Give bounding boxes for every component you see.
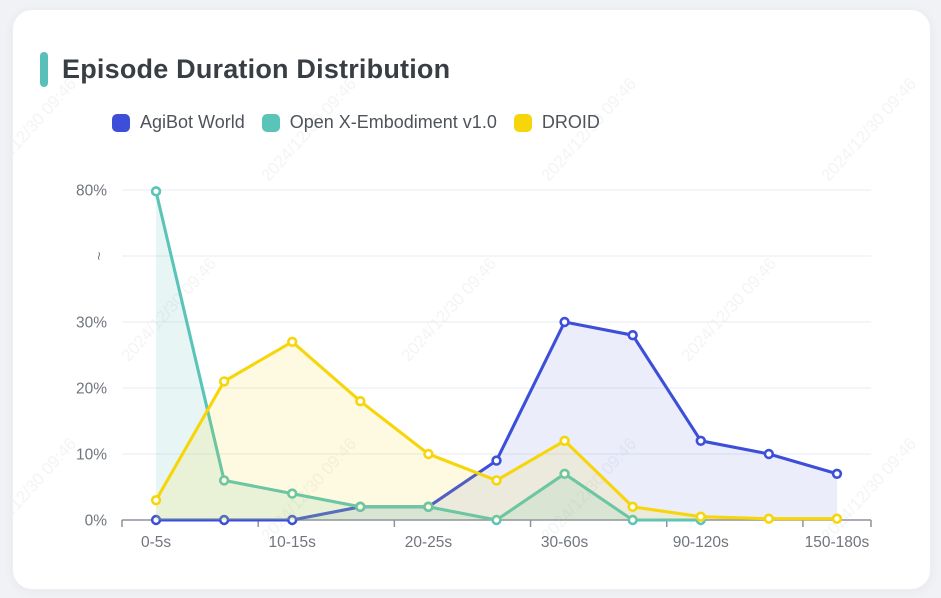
title-accent-bar	[40, 52, 48, 87]
legend-item-agibot-world[interactable]: AgiBot World	[112, 112, 245, 133]
legend-label: AgiBot World	[140, 112, 245, 132]
svg-text:10%: 10%	[76, 447, 107, 464]
legend-item-droid[interactable]: DROID	[513, 112, 600, 133]
svg-text:~: ~	[90, 252, 107, 261]
svg-text:10-15s: 10-15s	[269, 534, 317, 551]
svg-text:150-180s: 150-180s	[805, 534, 870, 551]
svg-text:90-120s: 90-120s	[673, 534, 729, 551]
svg-text:80%: 80%	[76, 183, 107, 200]
svg-text:20-25s: 20-25s	[405, 534, 453, 551]
legend-label: Open X-Embodiment v1.0	[289, 112, 497, 132]
legend-swatch-teal	[261, 113, 280, 132]
svg-text:30-60s: 30-60s	[541, 534, 589, 551]
svg-text:0-5s: 0-5s	[141, 534, 171, 551]
legend-swatch-yellow	[513, 113, 532, 132]
legend-label: DROID	[541, 112, 600, 132]
svg-text:20%: 20%	[76, 381, 107, 398]
svg-text:0%: 0%	[85, 513, 108, 530]
legend-item-open-x-embodiment[interactable]: Open X-Embodiment v1.0	[261, 112, 497, 133]
legend-swatch-blue	[112, 113, 130, 132]
title-row: Episode Duration Distribution	[40, 52, 450, 87]
chart-title: Episode Duration Distribution	[62, 54, 451, 84]
chart-legend: AgiBot World Open X-Embodiment v1.0 DROI…	[112, 112, 600, 133]
chart-card: 2024/12/30 09:46 2024/12/30 09:46 2024/12/…	[12, 9, 931, 590]
svg-text:30%: 30%	[76, 315, 107, 332]
